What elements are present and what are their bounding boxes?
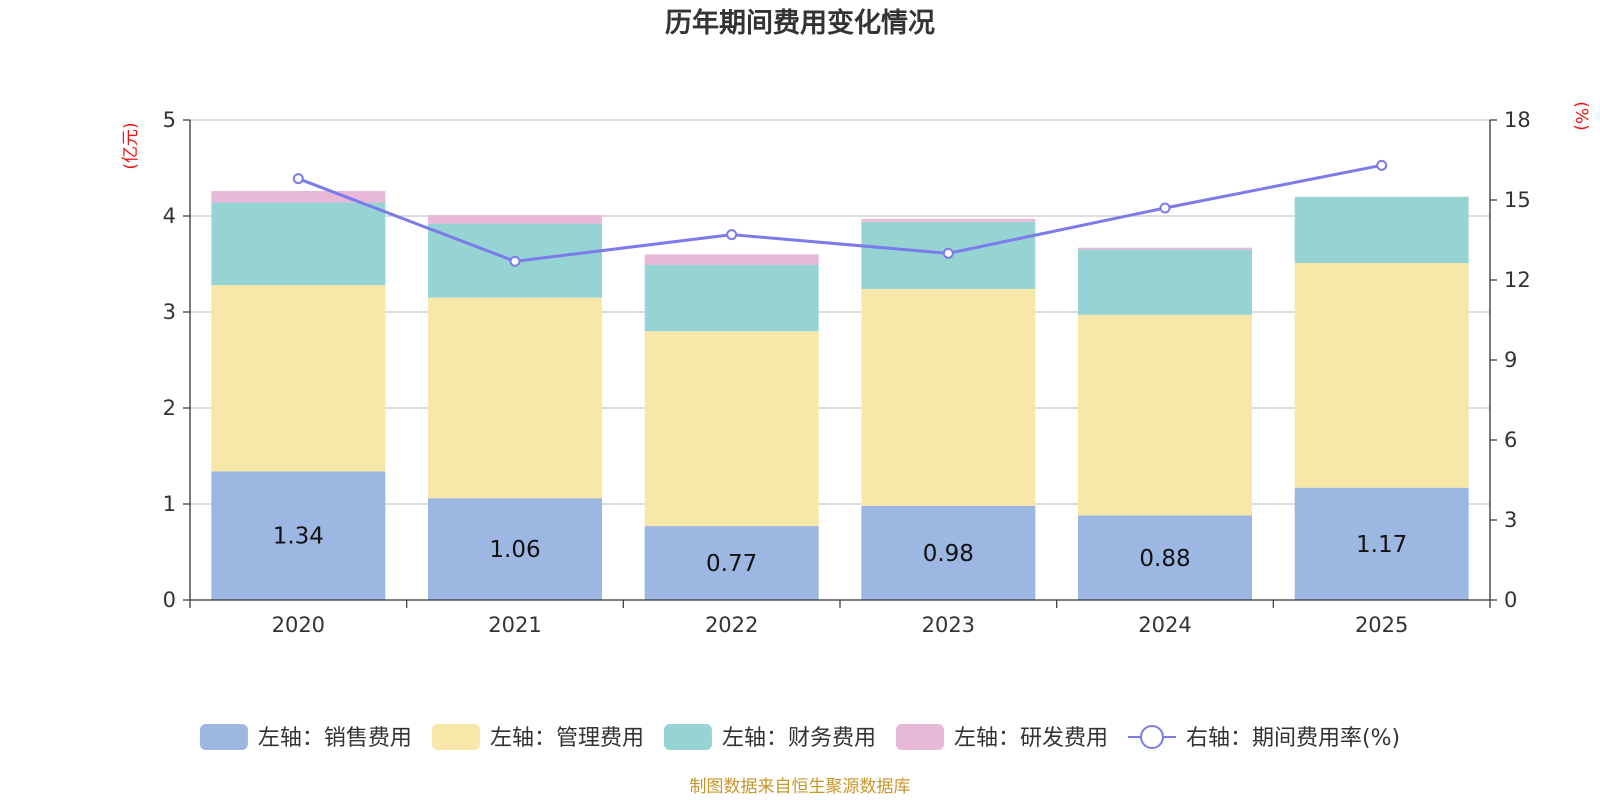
line-point <box>1376 159 1388 171</box>
bar <box>428 297 602 499</box>
left-axis-unit: (亿元) <box>121 122 141 169</box>
legend-swatch <box>199 724 248 750</box>
legend-label: 左轴：管理费用 <box>490 726 644 751</box>
bar-data-label: 1.34 <box>273 524 324 550</box>
x-axis-label: 2025 <box>1355 613 1408 637</box>
line-path <box>297 163 1382 263</box>
data-labels: 1.34 1.06 0.77 0.98 0.88 1.17 <box>273 524 1408 577</box>
legend-label: 左轴：研发费用 <box>954 726 1108 751</box>
right-axis-tick-label: 3 <box>1504 508 1517 532</box>
bar <box>861 218 1036 222</box>
line-series <box>292 159 1388 267</box>
bar-data-label: 0.88 <box>1139 546 1190 572</box>
data-source-note: 制图数据来自恒生聚源数据库 <box>690 777 911 797</box>
legend-swatch <box>895 724 944 750</box>
right-axis-tick-label: 12 <box>1504 268 1531 292</box>
right-axis-tick-label: 18 <box>1504 108 1531 132</box>
x-axis-label: 2021 <box>488 613 541 637</box>
bar-data-label: 0.98 <box>923 541 974 567</box>
bar <box>1294 263 1469 488</box>
legend-swatch <box>663 724 712 750</box>
bar <box>211 191 386 203</box>
legend-label: 左轴：销售费用 <box>258 726 412 751</box>
legend-label: 右轴：期间费用率(%) <box>1186 726 1400 751</box>
x-axis-label: 2022 <box>705 613 758 637</box>
chart-title: 历年期间费用变化情况 <box>665 7 935 39</box>
left-axis-tick-label: 1 <box>163 492 176 516</box>
right-axis-tick-label: 0 <box>1504 588 1517 612</box>
bar <box>211 285 386 472</box>
bar <box>211 471 386 600</box>
x-axis-label: 2023 <box>922 613 975 637</box>
bar <box>211 202 386 286</box>
bar <box>1078 515 1252 600</box>
right-axis-tick-label: 15 <box>1504 188 1531 212</box>
legend-swatch <box>431 724 480 750</box>
bar-data-label: 1.17 <box>1356 532 1407 558</box>
legend-label: 左轴：财务费用 <box>722 726 876 751</box>
left-axis-tick-label: 0 <box>163 588 176 612</box>
line-point <box>509 255 521 267</box>
bar <box>861 288 1036 506</box>
line-point <box>726 229 738 241</box>
left-axis-tick-label: 5 <box>163 108 176 132</box>
left-axis-tick-label: 4 <box>163 204 176 228</box>
bar <box>1078 247 1252 250</box>
bar-data-label: 0.77 <box>706 551 757 577</box>
bar <box>1078 314 1252 516</box>
left-axis-tick-label: 3 <box>163 300 176 324</box>
right-axis-tick-label: 6 <box>1504 428 1517 452</box>
bar <box>644 331 819 527</box>
x-axis-label: 2024 <box>1138 613 1191 637</box>
bar <box>1078 249 1252 315</box>
bar <box>1294 196 1469 264</box>
bar <box>861 505 1036 600</box>
bar <box>644 254 819 265</box>
bar <box>1294 487 1469 600</box>
right-axis-tick-label: 9 <box>1504 348 1517 372</box>
line-point <box>942 247 954 259</box>
left-axis-tick-label: 2 <box>163 396 176 420</box>
bar-series <box>211 191 1469 600</box>
bar <box>428 498 602 600</box>
right-axis-unit: (%) <box>1571 101 1591 130</box>
bar <box>428 215 602 224</box>
grid-lines <box>190 119 1490 505</box>
x-axis-label: 2020 <box>272 613 325 637</box>
line-point <box>1159 202 1171 214</box>
bar <box>644 526 819 600</box>
line-point <box>292 173 304 185</box>
bar <box>644 264 819 332</box>
legend-swatch-marker <box>1139 725 1164 749</box>
legend: 左轴：销售费用 左轴：管理费用 左轴：财务费用 左轴：研发费用 右轴：期间费用率(%) <box>199 724 1400 751</box>
bar-data-label: 1.06 <box>489 537 540 563</box>
